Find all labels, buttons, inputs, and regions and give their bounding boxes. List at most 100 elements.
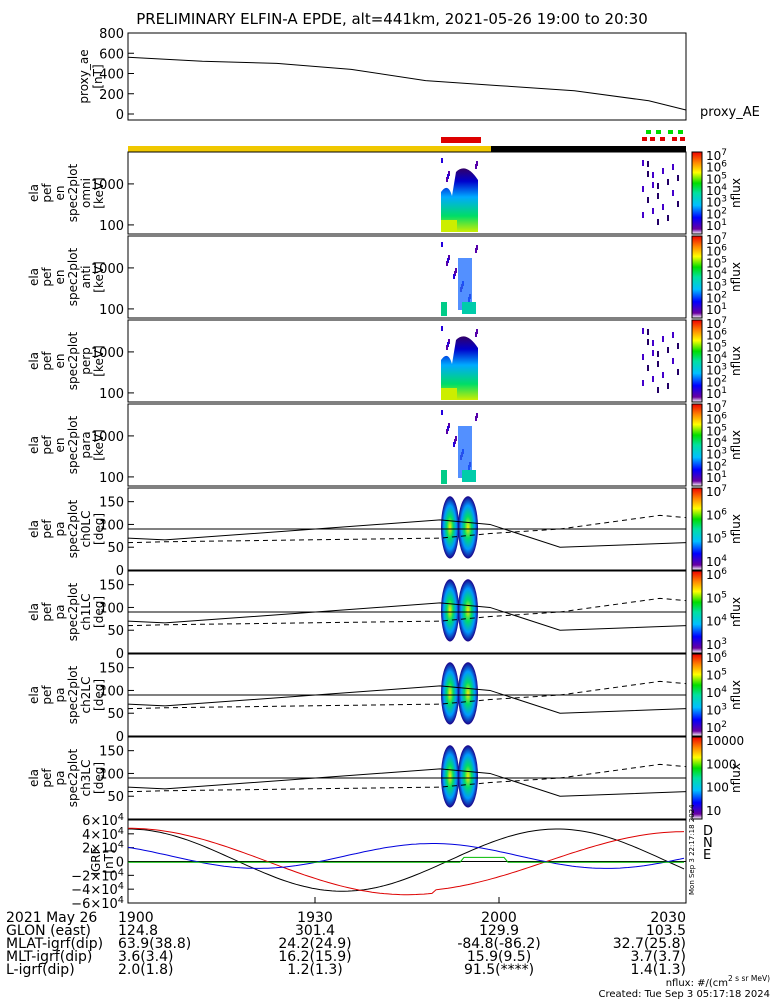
colorbar-tick-label: 103 bbox=[706, 195, 727, 210]
panel-2: 1000100elapefenspec2plotperp[keV]1071061… bbox=[27, 316, 743, 403]
igrf-tick-label: −2×104 bbox=[71, 867, 124, 884]
igrf-total-line bbox=[128, 828, 685, 892]
colorbar-tick-label: 103 bbox=[706, 703, 727, 718]
panel-tick-label: 100 bbox=[99, 219, 124, 234]
table-row-label: MLT-igrf(dip) bbox=[6, 949, 92, 965]
colorbar-tick-label: 107 bbox=[706, 148, 727, 163]
table-cell: 124.8 bbox=[118, 923, 158, 939]
spectrum-speckle-late bbox=[652, 376, 654, 382]
pa-blob-left bbox=[441, 496, 459, 559]
table-cell: 15.9(9.5) bbox=[467, 949, 531, 965]
colorbar-label: nflux bbox=[729, 763, 743, 793]
orbit-table: 2021 May 26 1900 1930 2000 2030 GLON (east) 12… bbox=[6, 897, 770, 1000]
spectrum-speckle bbox=[441, 410, 443, 415]
table-cell: 301.4 bbox=[295, 923, 335, 939]
status-dash-green bbox=[646, 130, 651, 134]
spectrum-speckle bbox=[447, 342, 449, 347]
colorbar-tick-label: 102 bbox=[706, 206, 727, 221]
table-cell: 1.2(1.3) bbox=[287, 962, 342, 978]
status-dash-red bbox=[680, 137, 685, 141]
panel-1: 1000100elapefenspec2plotanti[keV]1071061… bbox=[27, 232, 743, 319]
status-dash-red bbox=[642, 137, 647, 141]
colorbar-tick-label: 105 bbox=[706, 423, 727, 438]
colorbar-tick-label: 102 bbox=[706, 458, 727, 473]
table-cell: 103.5 bbox=[646, 923, 686, 939]
spectrum-blob-low bbox=[441, 220, 457, 232]
panel-ylabel: elapefenspec2plotperp[keV] bbox=[27, 331, 106, 390]
panel-tick-label: 150 bbox=[99, 662, 124, 677]
table-footer: nflux: #/(cm2 s sr MeV) bbox=[666, 974, 770, 989]
colorbar-tick-label: 101 bbox=[706, 386, 727, 401]
panel-ylabel: elapefpaspec2plotch1LC[deg] bbox=[27, 582, 106, 641]
spectrum-blob-low bbox=[441, 302, 447, 316]
spectrum-speckle-late bbox=[677, 175, 679, 181]
table-cell: 1900 bbox=[118, 910, 154, 926]
panel-tick-label: 100 bbox=[99, 601, 124, 616]
panel-tick-label: 1000 bbox=[91, 262, 124, 277]
spectrum-speckle-late bbox=[652, 340, 654, 346]
panel-tick-label: 50 bbox=[107, 541, 124, 556]
spectrum-speckle bbox=[453, 442, 455, 447]
proxy-ae-panel: 800 600 400 200 0 proxy_ae[nT] proxy_AE bbox=[77, 27, 760, 141]
panel-tick-label: 100 bbox=[99, 684, 124, 699]
spectrum-speckle-late bbox=[642, 328, 644, 334]
panel-ylabel: elapefpaspec2plotch3LC[deg] bbox=[27, 748, 106, 807]
pa-blob-right bbox=[458, 662, 478, 725]
pa-losscone-dashed bbox=[127, 514, 687, 544]
spectrum-speckle bbox=[441, 326, 443, 331]
pa-losscone-solid bbox=[127, 519, 687, 548]
spectrum-speckle-late bbox=[667, 179, 669, 185]
spectrum-speckle bbox=[446, 345, 448, 350]
colorbar-tick-label: 104 bbox=[706, 614, 727, 629]
pa-blob-left bbox=[441, 745, 459, 808]
spectrum-speckle bbox=[476, 245, 478, 250]
colorbar-tick-label: 104 bbox=[706, 267, 727, 282]
igrf-tick-label: 4×104 bbox=[82, 826, 124, 843]
table-row-label: L-igrf(dip) bbox=[6, 962, 75, 978]
table-cell: 2.0(1.8) bbox=[118, 962, 173, 978]
panel-ylabel: elapefenspec2plotpara[keV] bbox=[27, 415, 106, 474]
colorbar-tick-label: 104 bbox=[706, 685, 727, 700]
spectrum-blob-low bbox=[441, 470, 447, 484]
panel-tick-label: 100 bbox=[99, 767, 124, 782]
pa-losscone-dashed bbox=[127, 597, 687, 627]
spectrum-speckle-late bbox=[647, 329, 649, 335]
table-cell: 3.6(3.4) bbox=[118, 949, 173, 965]
panel-tick-label: 100 bbox=[99, 387, 124, 402]
spectrum-speckle bbox=[475, 248, 477, 253]
table-footer: Created: Tue Sep 3 05:17:18 2024 bbox=[599, 989, 771, 1000]
spectrum-speckle bbox=[447, 426, 449, 431]
table-cell: 91.5(****) bbox=[464, 962, 534, 978]
colorbar-tick-label: 102 bbox=[706, 290, 727, 305]
colorbar-tick-label: 102 bbox=[706, 720, 727, 735]
spectrum-speckle-late bbox=[667, 383, 669, 389]
proxy-ae-frame bbox=[127, 32, 687, 121]
colorbar-tick-label: 106 bbox=[706, 567, 727, 582]
spectrum-speckle-late bbox=[642, 354, 644, 360]
colorbar-tick-label: 103 bbox=[706, 637, 727, 652]
colorbar bbox=[691, 653, 703, 737]
panel-tick-label: 50 bbox=[107, 790, 124, 805]
panel-tick-label: 1000 bbox=[91, 346, 124, 361]
spectrum-speckle bbox=[454, 271, 456, 276]
panel-tick-label: 100 bbox=[99, 471, 124, 486]
panel-tick-label: 0 bbox=[116, 647, 124, 662]
spectrum-speckle bbox=[448, 255, 450, 260]
proxy-ae-tick-label: 600 bbox=[99, 47, 124, 62]
proxy-ae-ylabel: proxy_ae[nT] bbox=[77, 49, 105, 103]
pa-blob-right bbox=[458, 579, 478, 642]
panel-frame bbox=[127, 403, 687, 487]
colorbar-tick-label: 103 bbox=[706, 447, 727, 462]
spectrum-speckle-late bbox=[667, 347, 669, 353]
panel-tick-label: 0 bbox=[116, 564, 124, 579]
colorbar-tick-label: 106 bbox=[706, 650, 727, 665]
spectrum-speckle bbox=[441, 242, 443, 247]
table-cell: 129.9 bbox=[479, 923, 519, 939]
status-dash-green bbox=[678, 130, 683, 134]
igrf-n-line bbox=[127, 843, 685, 869]
spectrum-speckle-late bbox=[647, 339, 649, 345]
spectrum-speckle bbox=[446, 429, 448, 434]
colorbar-tick-label: 106 bbox=[706, 328, 727, 343]
panel-tick-label: 1000 bbox=[91, 178, 124, 193]
